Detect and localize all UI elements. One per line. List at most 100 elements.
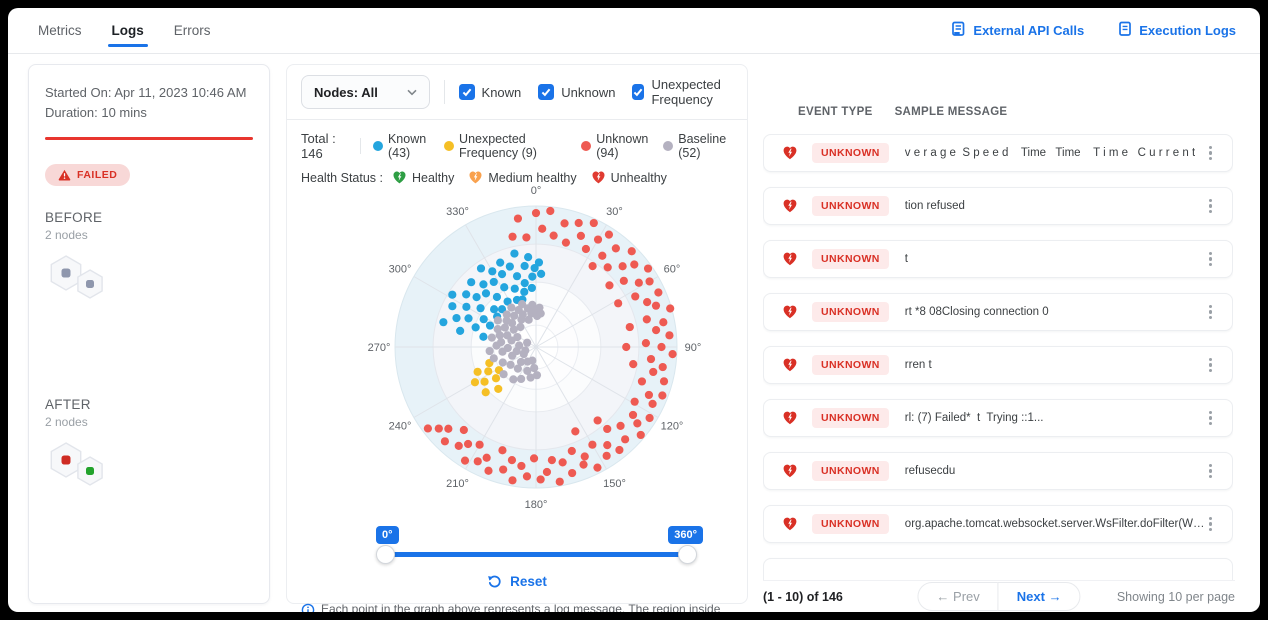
- event-type-badge: UNKNOWN: [812, 196, 889, 216]
- status-badge: FAILED: [45, 164, 131, 187]
- log-point-unknown: [603, 263, 612, 272]
- external-api-calls-label: External API Calls: [973, 23, 1085, 38]
- slider-track[interactable]: [386, 552, 687, 557]
- tab-bar: Metrics Logs Errors: [8, 8, 211, 53]
- document-icon: [1118, 21, 1132, 40]
- log-point-unknown: [629, 360, 638, 369]
- unknown-dot: [581, 141, 592, 151]
- info-icon: [301, 603, 315, 612]
- log-point-unknown: [482, 453, 491, 462]
- log-point-unexpected-frequency: [494, 384, 503, 394]
- log-point-unknown: [621, 435, 630, 444]
- angle-tick-label: 60°: [664, 264, 681, 276]
- unexpected-frequency-dot: [444, 141, 455, 151]
- log-point-baseline: [518, 310, 527, 319]
- row-menu-icon[interactable]: [1205, 513, 1216, 536]
- sample-message-text: v e r a g e S p e e d Time Time T i m e …: [904, 147, 1196, 159]
- angle-tick-label: 300°: [389, 264, 412, 276]
- log-point-unknown: [651, 301, 661, 310]
- reset-button[interactable]: Reset: [287, 574, 747, 589]
- log-point-baseline: [524, 315, 533, 324]
- log-point-unknown: [444, 424, 453, 433]
- row-menu-icon[interactable]: [1205, 248, 1216, 271]
- log-point-unknown: [440, 437, 450, 446]
- angle-tick-label: 150°: [603, 478, 626, 490]
- unhealthy-heart-icon: [782, 357, 798, 373]
- nodes-dropdown-value: Nodes: All: [314, 84, 378, 100]
- next-page-button[interactable]: Next →: [997, 582, 1081, 611]
- log-point-baseline: [506, 360, 515, 369]
- checkbox-unknown[interactable]: Unknown: [538, 84, 615, 100]
- log-point-baseline: [503, 331, 512, 340]
- slider-end-badge: 360°: [668, 526, 703, 544]
- row-menu-icon[interactable]: [1205, 301, 1216, 324]
- log-point-unknown: [484, 466, 493, 475]
- unhealthy-heart-icon: [782, 145, 798, 161]
- log-point-unknown: [549, 231, 558, 240]
- log-point-unknown: [605, 281, 614, 290]
- log-point-baseline: [532, 371, 542, 380]
- log-point-unknown: [645, 413, 654, 423]
- warning-triangle-icon: [58, 169, 71, 181]
- log-point-known: [528, 272, 537, 281]
- log-point-known: [530, 263, 539, 273]
- log-point-unknown: [642, 315, 651, 324]
- execution-logs-link[interactable]: Execution Logs: [1118, 21, 1236, 40]
- log-point-unknown: [513, 214, 523, 223]
- unhealthy-heart-icon: [782, 198, 798, 214]
- checkbox-checked-icon: [538, 84, 555, 100]
- info-note-text: Each point in the graph above represents…: [321, 602, 721, 612]
- log-point-unexpected-frequency: [491, 374, 501, 383]
- baseline-dot: [663, 141, 674, 151]
- tab-errors[interactable]: Errors: [173, 23, 211, 38]
- prev-page-button[interactable]: ← Prev: [917, 582, 998, 611]
- log-point-unknown: [645, 277, 654, 286]
- log-point-unexpected-frequency: [480, 377, 489, 386]
- log-point-unexpected-frequency: [473, 367, 482, 376]
- execution-logs-label: Execution Logs: [1139, 23, 1236, 38]
- angle-tick-label: 120°: [661, 421, 684, 433]
- tab-logs[interactable]: Logs: [107, 8, 149, 53]
- log-point-baseline: [489, 354, 498, 363]
- log-point-known: [520, 279, 529, 288]
- header-links: External API Calls Execution Logs: [951, 21, 1260, 40]
- log-point-known: [489, 277, 498, 287]
- log-point-known: [462, 302, 471, 311]
- nodes-dropdown[interactable]: Nodes: All: [301, 75, 430, 109]
- unhealthy-heart-icon: [782, 516, 798, 532]
- row-menu-icon[interactable]: [1205, 407, 1216, 430]
- row-menu-icon[interactable]: [1205, 142, 1216, 165]
- log-point-known: [439, 318, 448, 327]
- angle-tick-label: 90°: [685, 342, 702, 354]
- log-point-unknown: [659, 318, 668, 327]
- total-count: Total : 146: [301, 131, 336, 161]
- event-type-badge: UNKNOWN: [812, 514, 889, 534]
- log-point-unknown: [463, 439, 473, 449]
- log-point-baseline: [507, 303, 516, 312]
- log-point-baseline: [509, 375, 518, 384]
- tab-metrics[interactable]: Metrics: [38, 23, 82, 38]
- log-point-baseline: [523, 366, 532, 375]
- log-point-unknown: [643, 298, 652, 307]
- external-api-calls-link[interactable]: External API Calls: [951, 21, 1084, 40]
- before-node-count: 2 nodes: [45, 228, 88, 243]
- legend-item-baseline: Baseline (52): [663, 132, 733, 160]
- log-point-baseline: [516, 322, 525, 332]
- event-type-badge: UNKNOWN: [812, 461, 889, 481]
- slider-handle-start[interactable]: [376, 545, 395, 564]
- divider: [443, 80, 445, 104]
- log-point-unknown: [473, 457, 482, 466]
- log-point-unknown: [546, 206, 555, 216]
- event-row: UNKNOWN tion refused: [763, 187, 1233, 225]
- row-menu-icon[interactable]: [1205, 354, 1216, 377]
- log-point-unknown: [459, 425, 468, 435]
- checkbox-known[interactable]: Known: [458, 84, 521, 100]
- log-point-unknown: [628, 410, 638, 420]
- log-point-known: [488, 267, 497, 276]
- row-menu-icon[interactable]: [1205, 195, 1216, 218]
- unhealthy-heart-icon: [782, 304, 798, 320]
- log-point-baseline: [503, 343, 512, 353]
- slider-handle-end[interactable]: [678, 545, 697, 564]
- row-menu-icon[interactable]: [1205, 460, 1216, 483]
- checkbox-unexpected-frequency[interactable]: Unexpected Frequency: [632, 77, 733, 107]
